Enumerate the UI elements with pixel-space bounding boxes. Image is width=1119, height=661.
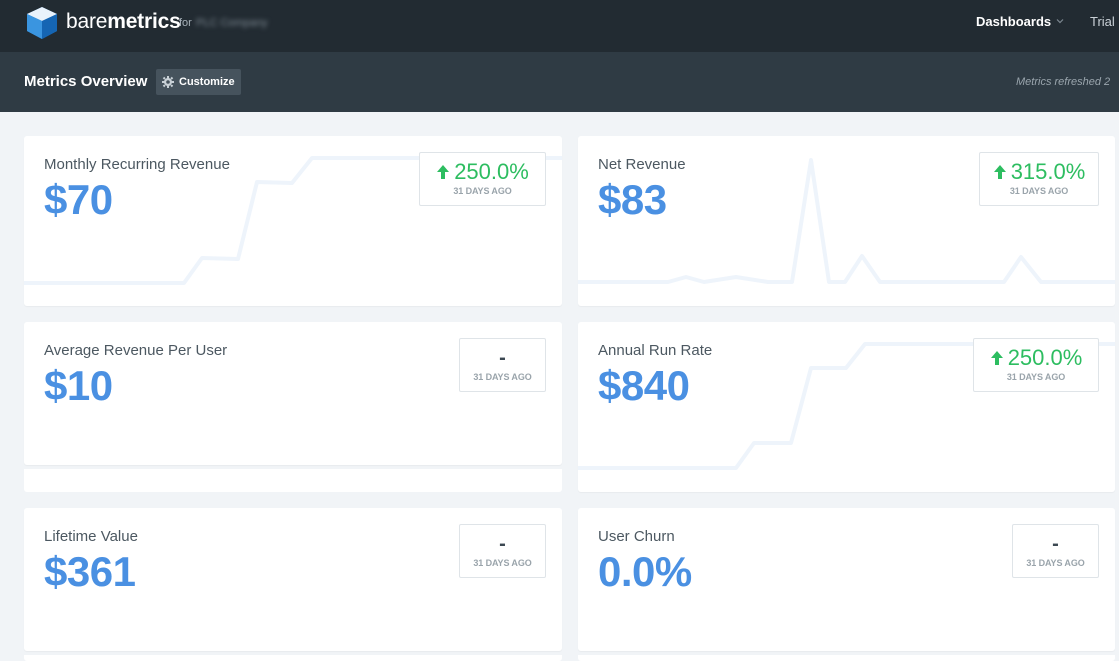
trial-menu[interactable]: Trial — [1090, 14, 1115, 29]
brand-name-light: bare — [66, 10, 108, 33]
change-value: - — [1052, 533, 1059, 555]
change-badge: 250.0% 31 DAYS AGO — [419, 152, 546, 206]
metric-value: $840 — [598, 362, 690, 409]
arrow-up-icon — [993, 165, 1006, 179]
change-value-wrap: 315.0% — [980, 159, 1098, 185]
company-name: PLC Company — [196, 17, 268, 29]
metrics-refreshed-text: Metrics refreshed 2 — [1016, 76, 1111, 88]
change-badge: 315.0% 31 DAYS AGO — [979, 152, 1099, 206]
metric-card-ltv[interactable]: Lifetime Value $361 - 31 DAYS AGO — [24, 508, 562, 651]
change-value: 315.0% — [1010, 159, 1086, 184]
card-footer-strip — [24, 469, 562, 492]
change-value: 250.0% — [1007, 345, 1083, 370]
card-footer-strip — [24, 655, 562, 661]
chevron-down-icon[interactable] — [1055, 16, 1065, 26]
change-period: 31 DAYS AGO — [1009, 186, 1069, 196]
metric-label: Average Revenue Per User — [44, 342, 228, 359]
change-period: 31 DAYS AGO — [1026, 558, 1085, 568]
brand-name[interactable]: baremetrics — [66, 10, 181, 34]
metric-value: $10 — [44, 362, 113, 409]
change-period: 31 DAYS AGO — [453, 186, 512, 196]
page-title: Metrics Overview — [24, 73, 148, 90]
change-badge: - 31 DAYS AGO — [459, 338, 546, 392]
customize-label: Customize — [179, 76, 235, 88]
customize-button[interactable]: Customize — [156, 69, 241, 95]
change-badge: - 31 DAYS AGO — [1012, 524, 1099, 578]
net-revenue-sparkline — [578, 158, 1115, 284]
metric-value: $83 — [598, 176, 667, 223]
change-period: 31 DAYS AGO — [473, 558, 532, 568]
metric-value: $361 — [44, 548, 136, 595]
metric-label: Monthly Recurring Revenue — [44, 156, 230, 173]
brand-for-label: for — [179, 17, 192, 29]
top-navbar — [0, 0, 1119, 52]
card-footer-strip — [578, 655, 1115, 661]
mrr-sparkline — [24, 156, 562, 285]
metric-label: Annual Run Rate — [598, 342, 713, 359]
baremetrics-logo-icon[interactable] — [24, 6, 60, 40]
change-value: - — [499, 347, 506, 369]
arrow-up-icon — [437, 165, 450, 179]
change-value-wrap: 250.0% — [420, 159, 545, 185]
metric-label: Lifetime Value — [44, 528, 138, 545]
brand-name-bold: metrics — [107, 10, 181, 33]
metric-card-arr[interactable]: Annual Run Rate $840 250.0% 31 DAYS AGO — [578, 322, 1115, 492]
change-value-wrap: 250.0% — [974, 345, 1098, 371]
gear-icon — [162, 76, 174, 88]
change-badge: - 31 DAYS AGO — [459, 524, 546, 578]
metric-label: User Churn — [598, 528, 675, 545]
arrow-up-icon — [990, 351, 1003, 365]
arr-sparkline — [578, 342, 1115, 470]
dashboards-menu[interactable]: Dashboards — [976, 14, 1052, 29]
metric-card-arpu[interactable]: Average Revenue Per User $10 - 31 DAYS A… — [24, 322, 562, 465]
metric-label: Net Revenue — [598, 156, 686, 173]
change-value: 250.0% — [454, 159, 529, 184]
metric-card-user-churn[interactable]: User Churn 0.0% - 31 DAYS AGO — [578, 508, 1115, 651]
change-value: - — [499, 533, 506, 555]
change-period: 31 DAYS AGO — [473, 372, 532, 382]
change-badge: 250.0% 31 DAYS AGO — [973, 338, 1099, 392]
metric-card-mrr[interactable]: Monthly Recurring Revenue $70 250.0% 31 … — [24, 136, 562, 306]
change-period: 31 DAYS AGO — [1006, 372, 1066, 382]
metric-value: $70 — [44, 176, 113, 223]
metric-value: 0.0% — [598, 548, 692, 595]
metric-card-net-revenue[interactable]: Net Revenue $83 315.0% 31 DAYS AGO — [578, 136, 1115, 306]
